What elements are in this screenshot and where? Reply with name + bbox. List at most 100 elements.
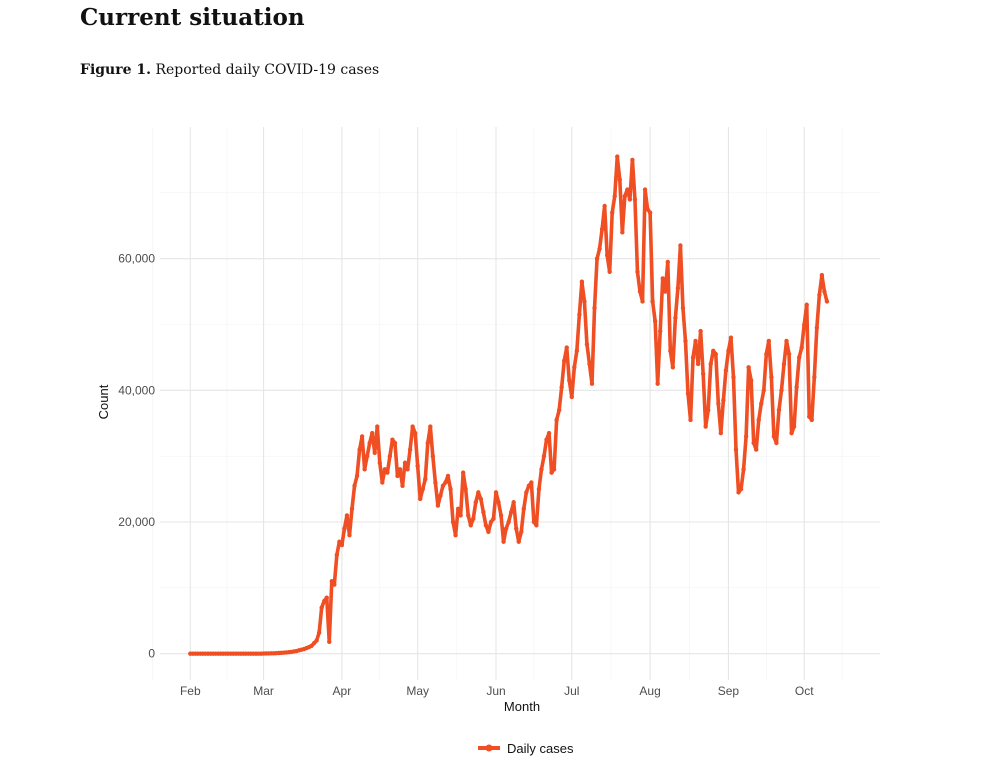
data-point bbox=[602, 203, 607, 209]
data-point bbox=[658, 328, 663, 334]
data-point bbox=[476, 490, 481, 495]
data-point bbox=[718, 430, 724, 436]
data-point bbox=[743, 434, 749, 439]
data-point bbox=[316, 630, 322, 635]
data-point bbox=[761, 388, 766, 393]
data-point bbox=[458, 513, 463, 518]
data-point bbox=[678, 243, 683, 248]
data-point bbox=[322, 598, 327, 604]
data-point bbox=[764, 351, 769, 357]
data-point bbox=[748, 378, 754, 383]
data-point bbox=[784, 338, 789, 344]
data-point bbox=[663, 289, 668, 294]
data-point bbox=[440, 483, 446, 488]
data-point bbox=[728, 335, 734, 340]
data-point bbox=[506, 519, 511, 525]
data-point bbox=[415, 463, 420, 469]
data-point bbox=[796, 355, 802, 360]
data-point bbox=[754, 447, 759, 452]
data-point bbox=[622, 193, 628, 199]
x-axis-title: Month bbox=[504, 699, 540, 714]
data-point bbox=[733, 447, 739, 452]
data-point bbox=[698, 328, 703, 334]
data-point bbox=[430, 453, 436, 459]
data-point bbox=[668, 348, 673, 354]
data-point bbox=[766, 338, 772, 344]
x-tick-label: Apr bbox=[333, 684, 352, 698]
data-point bbox=[615, 154, 620, 159]
data-point bbox=[683, 338, 688, 344]
data-point bbox=[794, 384, 799, 390]
data-point bbox=[567, 378, 572, 383]
series-layer bbox=[188, 154, 830, 656]
data-point bbox=[516, 539, 521, 544]
data-point bbox=[559, 384, 564, 390]
y-tick-label: 20,000 bbox=[118, 515, 155, 529]
data-point bbox=[599, 226, 605, 232]
data-point bbox=[723, 368, 729, 373]
data-point bbox=[738, 486, 744, 492]
data-point bbox=[617, 177, 622, 182]
data-point bbox=[759, 401, 764, 406]
data-point bbox=[483, 523, 489, 528]
data-point bbox=[804, 302, 809, 307]
data-point bbox=[824, 299, 830, 304]
data-point bbox=[329, 579, 334, 584]
data-point bbox=[450, 519, 456, 525]
data-point bbox=[786, 351, 792, 357]
data-point bbox=[751, 440, 756, 446]
data-point bbox=[592, 305, 597, 311]
data-point bbox=[685, 391, 691, 396]
data-point bbox=[508, 509, 514, 515]
data-point bbox=[675, 286, 681, 291]
data-point bbox=[746, 365, 751, 370]
data-point bbox=[491, 516, 496, 521]
data-point bbox=[377, 460, 382, 465]
data-point bbox=[443, 480, 448, 485]
data-point bbox=[319, 605, 324, 610]
data-point bbox=[488, 519, 494, 525]
figure-title: Reported daily COVID-19 cases bbox=[155, 62, 380, 78]
data-point bbox=[594, 256, 600, 261]
data-point bbox=[610, 210, 615, 215]
data-point bbox=[650, 299, 655, 304]
minor-gridlines bbox=[152, 127, 880, 680]
data-point bbox=[382, 467, 388, 472]
data-point bbox=[539, 467, 544, 472]
data-point bbox=[637, 289, 643, 294]
data-point bbox=[448, 486, 453, 492]
data-point bbox=[314, 638, 319, 643]
data-point bbox=[776, 407, 782, 413]
data-point bbox=[541, 453, 547, 459]
y-axis-ticks: 0 20,000 40,000 60,000 bbox=[118, 252, 155, 661]
data-point bbox=[660, 276, 665, 281]
x-tick-label: Aug bbox=[639, 684, 660, 698]
x-tick-label: May bbox=[406, 684, 429, 698]
data-point bbox=[334, 552, 340, 558]
x-axis-ticks: Feb Mar Apr May Jun Jul Aug Sep Oct bbox=[180, 684, 814, 698]
data-point bbox=[812, 374, 817, 380]
data-point bbox=[364, 453, 370, 459]
data-point bbox=[708, 361, 713, 367]
data-point bbox=[407, 447, 413, 452]
data-point bbox=[493, 490, 499, 495]
data-point bbox=[721, 398, 726, 403]
data-point bbox=[655, 381, 660, 386]
data-point bbox=[817, 292, 822, 298]
data-point bbox=[529, 480, 534, 485]
data-point bbox=[711, 348, 716, 354]
data-point bbox=[802, 322, 807, 327]
x-tick-label: Feb bbox=[180, 684, 201, 698]
data-point bbox=[412, 430, 418, 436]
x-tick-label: Jun bbox=[486, 684, 505, 698]
data-point bbox=[400, 483, 405, 488]
data-point bbox=[468, 523, 473, 528]
data-point bbox=[809, 417, 814, 423]
data-point bbox=[549, 470, 554, 475]
data-point bbox=[703, 424, 708, 429]
data-point bbox=[397, 467, 403, 472]
data-point bbox=[688, 417, 693, 423]
data-point bbox=[574, 348, 580, 354]
data-point bbox=[438, 493, 443, 498]
data-point bbox=[405, 467, 410, 472]
